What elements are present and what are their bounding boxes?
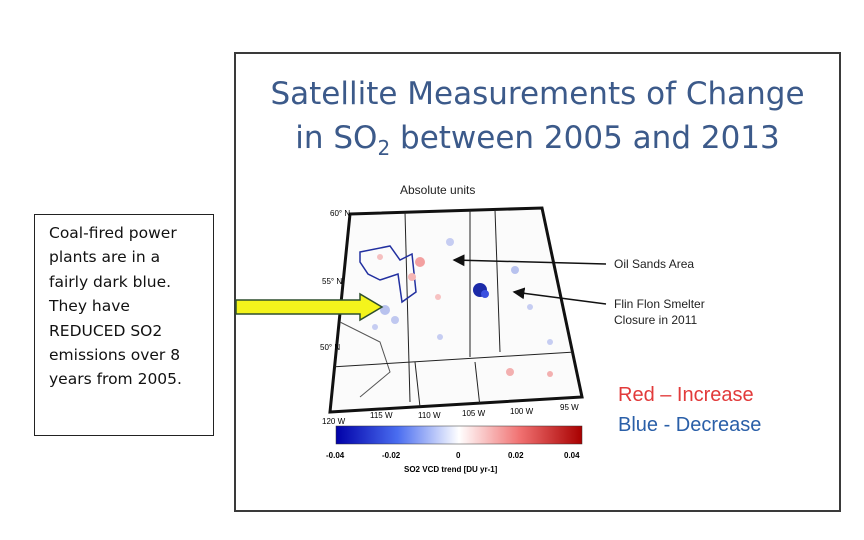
lon-label-105: 105 W	[462, 409, 486, 418]
colorbar-tick: -0.02	[382, 451, 401, 460]
title-line-2-sub: 2	[377, 136, 391, 161]
legend-increase: Red – Increase	[618, 384, 754, 406]
flin-flon-pointer	[512, 287, 607, 305]
colorbar-label: SO2 VCD trend [DU yr-1]	[404, 465, 498, 474]
lon-label-120: 120 W	[322, 417, 346, 426]
colorbar-tick: 0	[456, 451, 461, 460]
lon-label-100: 100 W	[510, 407, 534, 416]
slide: Satellite Measurements of Change in SO2 …	[234, 52, 841, 512]
yellow-arrow-icon	[235, 292, 384, 322]
annotation-arrows	[452, 254, 607, 305]
legend-decrease: Blue - Decrease	[618, 414, 762, 436]
flin-flon-label: Flin Flon Smelter Closure in 2011	[614, 296, 705, 328]
lon-label-95: 95 W	[560, 403, 579, 412]
lon-label-115: 115 W	[370, 411, 393, 420]
flin-flon-label-line2: Closure in 2011	[614, 313, 698, 327]
lon-label-110: 110 W	[418, 411, 441, 420]
map-region	[328, 206, 584, 414]
oil-sands-label: Oil Sands Area	[614, 257, 695, 271]
colorbar-tick: 0.02	[508, 451, 524, 460]
so2-trend-map: 60° N 55° N 50° N 120 W 115 W 110 W 105 …	[320, 206, 584, 474]
lat-label-55: 55° N	[322, 277, 342, 286]
colorbar-tick: 0.04	[564, 451, 580, 460]
lat-label-50: 50° N	[320, 343, 340, 352]
colorbar-tick: -0.04	[326, 451, 345, 460]
flin-flon-label-line1: Flin Flon Smelter	[614, 297, 705, 311]
oil-sands-pointer	[452, 254, 607, 267]
lat-label-60: 60° N	[330, 209, 350, 218]
note-box: Coal-fired power plants are in a fairly …	[34, 214, 214, 436]
map-caption: Absolute units	[400, 183, 476, 197]
slide-title: Satellite Measurements of Change in SO2 …	[236, 72, 839, 170]
title-line-2-pre: in SO	[295, 120, 378, 156]
title-line-2-post: between 2005 and 2013	[390, 120, 780, 156]
colorbar	[335, 425, 583, 445]
title-line-1: Satellite Measurements of Change	[270, 76, 805, 112]
